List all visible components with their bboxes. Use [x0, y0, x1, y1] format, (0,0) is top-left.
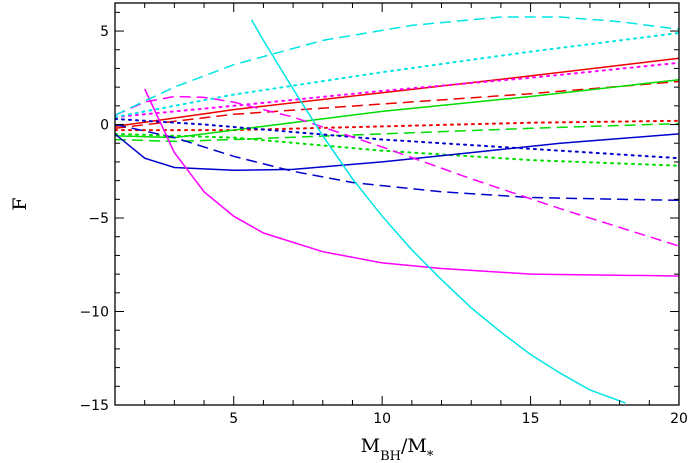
series-layer: [115, 16, 679, 404]
series-line: [250, 19, 626, 404]
x-axis-title-slash: /M: [401, 435, 427, 457]
series-line: [115, 31, 679, 119]
x-axis-title: MBH/M*: [361, 435, 434, 463]
x-axis-title-sub2: *: [427, 449, 434, 463]
y-axis-title: F: [9, 197, 31, 210]
series-line: [115, 16, 679, 116]
series-line: [115, 117, 679, 160]
y-tick-label: 5: [100, 24, 109, 40]
x-tick-label: 5: [229, 411, 238, 427]
y-tick-label: −10: [79, 305, 109, 321]
y-tick-label: 0: [100, 118, 109, 134]
series-line: [144, 88, 679, 277]
x-tick-label: 10: [373, 411, 391, 427]
series-line: [115, 80, 679, 130]
series-line: [115, 133, 679, 172]
series-line: [115, 95, 679, 247]
series-line: [115, 132, 679, 167]
x-tick-label: 15: [522, 411, 540, 427]
plot-frame: [114, 2, 680, 406]
series-line: [115, 61, 679, 119]
x-axis-title-main: M: [361, 435, 380, 457]
series-line: [115, 119, 679, 132]
y-tick-label: −5: [88, 211, 109, 227]
series-line: [115, 78, 679, 139]
x-axis-title-sub: BH: [380, 449, 401, 463]
y-tick-label: −15: [79, 398, 109, 414]
ticks-layer: 5 10 15 20 −15 −10 −5 0 5: [79, 3, 688, 427]
x-tick-label: 20: [670, 411, 688, 427]
series-line: [115, 122, 679, 143]
series-line: [115, 123, 679, 202]
series-line: [115, 57, 679, 128]
